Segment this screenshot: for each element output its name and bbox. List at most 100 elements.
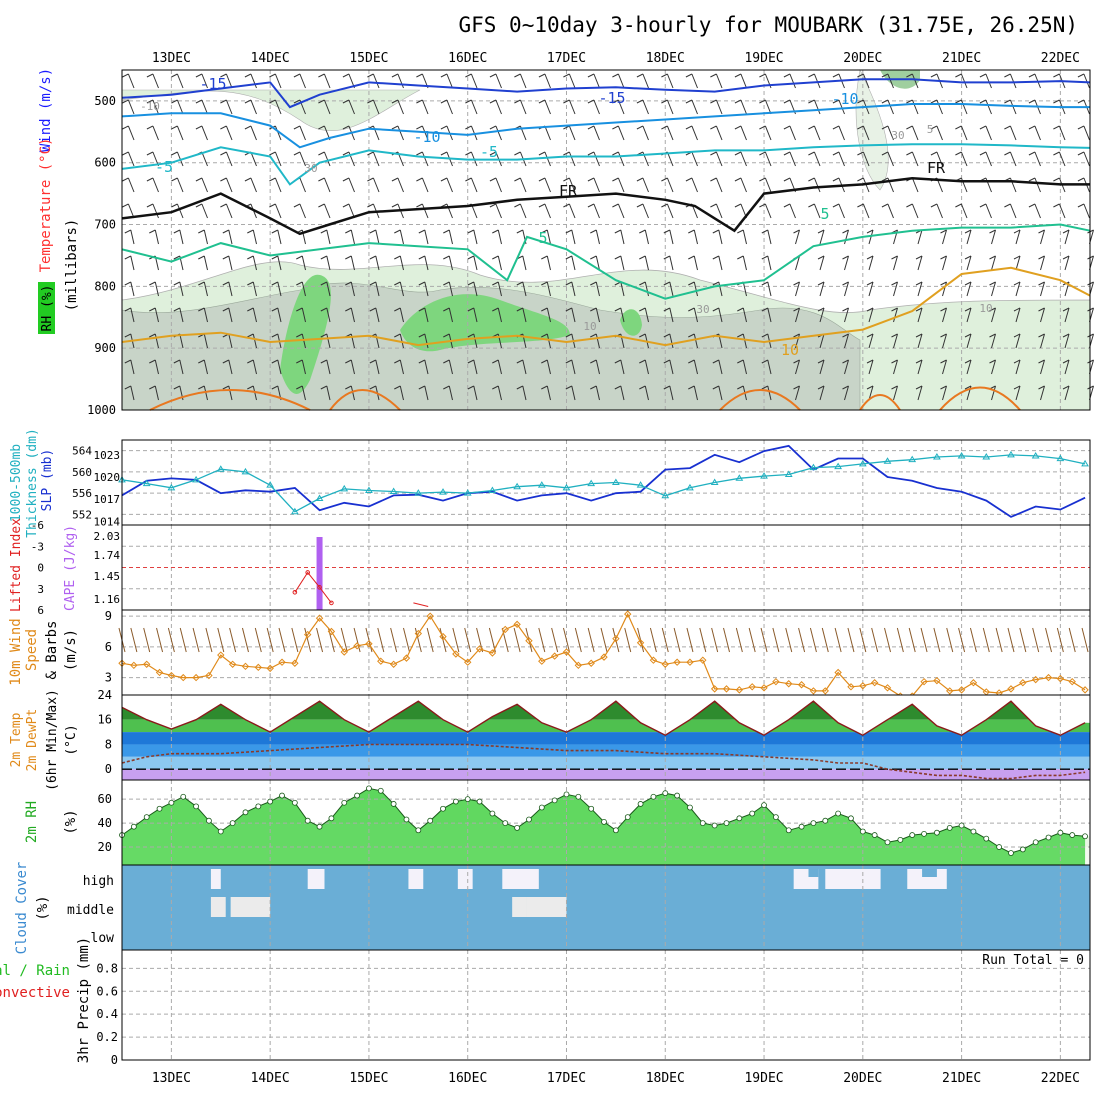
thickness-point bbox=[834, 462, 843, 470]
wind-barb bbox=[663, 281, 671, 286]
wind-barb bbox=[152, 73, 159, 89]
wind-barb bbox=[326, 281, 331, 297]
rh-point bbox=[1032, 839, 1039, 846]
chart-title: GFS 0~10day 3-hourly for MOUBARK (31.75E… bbox=[458, 13, 1078, 37]
thickness-point bbox=[414, 489, 423, 496]
contour-plus15 bbox=[939, 386, 1021, 411]
wind-barb bbox=[617, 203, 625, 219]
wind10-barb bbox=[1019, 627, 1027, 653]
wind10-point bbox=[439, 632, 447, 641]
wind-barb bbox=[467, 281, 475, 286]
wind-barb bbox=[375, 359, 380, 375]
wind-barb bbox=[122, 151, 129, 156]
wind-barb bbox=[844, 281, 849, 297]
wind-barb bbox=[960, 203, 968, 219]
wind-barb bbox=[489, 177, 497, 182]
cloud-high-block bbox=[307, 869, 325, 889]
wind-barb bbox=[571, 255, 576, 271]
wind-barb bbox=[661, 177, 668, 182]
thickness-point bbox=[809, 463, 818, 471]
wind-barb bbox=[320, 385, 328, 390]
wind-barb bbox=[844, 385, 849, 401]
rh2m-label: 2m RH bbox=[24, 801, 40, 843]
wind10-point bbox=[809, 687, 818, 695]
wind-barb bbox=[712, 385, 720, 390]
wind10-point bbox=[513, 620, 521, 629]
wind-barb bbox=[418, 359, 426, 364]
wind-barb bbox=[590, 333, 597, 338]
wind-barb bbox=[448, 255, 453, 271]
wind-barb bbox=[734, 125, 742, 130]
wind-barb bbox=[1015, 333, 1021, 349]
wind-barb bbox=[1015, 385, 1021, 401]
wind10-barb bbox=[723, 627, 730, 653]
wind-barb bbox=[1028, 125, 1036, 130]
wind10-point bbox=[933, 676, 941, 685]
wind-barb bbox=[715, 203, 723, 219]
wind-barb bbox=[742, 359, 747, 375]
wind-barb bbox=[642, 73, 649, 89]
wind10-point bbox=[661, 660, 669, 668]
wind-barb bbox=[522, 385, 527, 401]
wind-barb bbox=[688, 229, 695, 234]
rh-point bbox=[279, 792, 285, 799]
wind-barb bbox=[819, 281, 825, 297]
wind-barb bbox=[710, 151, 717, 156]
wind-barb bbox=[1058, 203, 1066, 219]
wind10-point bbox=[686, 658, 694, 666]
date-label-bottom: 21DEC bbox=[942, 1071, 981, 1086]
contour-plus15 bbox=[149, 389, 311, 411]
wind10-barb bbox=[1056, 627, 1064, 653]
wind-barb bbox=[712, 281, 720, 286]
wind-barb bbox=[1034, 125, 1041, 141]
thickness-tick: 560 bbox=[72, 466, 92, 479]
cloud-gap bbox=[922, 869, 937, 877]
wind10-point bbox=[710, 685, 719, 693]
date-label-bottom: 18DEC bbox=[646, 1071, 685, 1086]
wind-barb bbox=[296, 255, 303, 260]
wind-barb bbox=[639, 333, 646, 338]
wind-barb bbox=[171, 73, 178, 78]
wind-barb bbox=[866, 359, 874, 364]
wind-barb bbox=[516, 229, 524, 234]
wind-barb bbox=[857, 73, 864, 78]
wind-barb bbox=[522, 255, 527, 271]
date-label-top: 22DEC bbox=[1041, 51, 1080, 66]
wind-barb bbox=[1064, 385, 1070, 401]
wind-barb bbox=[940, 385, 947, 390]
wind-barb bbox=[644, 307, 649, 323]
wind-barb bbox=[244, 99, 252, 104]
wind-barb bbox=[740, 177, 747, 193]
wind-barb bbox=[930, 203, 938, 208]
temp-band bbox=[122, 756, 1090, 770]
wind-barb bbox=[538, 151, 546, 156]
thickness-point bbox=[858, 459, 867, 467]
wind10-point bbox=[946, 687, 954, 695]
wind-barb bbox=[734, 177, 742, 182]
wind-barb bbox=[761, 229, 769, 234]
rh-point bbox=[526, 816, 532, 823]
wind10-point bbox=[353, 642, 361, 650]
wind-barb bbox=[203, 255, 208, 271]
slp-line bbox=[121, 444, 1086, 518]
wind-barb bbox=[893, 385, 898, 401]
wind-barb bbox=[127, 151, 135, 167]
wind-barb bbox=[201, 177, 208, 193]
rh-point bbox=[884, 839, 891, 846]
wind-barb bbox=[350, 255, 355, 271]
wind-barb bbox=[930, 151, 938, 156]
wind-barb bbox=[443, 281, 450, 286]
wind-barb bbox=[991, 229, 996, 245]
wind-barb bbox=[516, 307, 524, 312]
wind-barb bbox=[587, 151, 595, 156]
wind-barb bbox=[568, 203, 576, 219]
wind-barb bbox=[228, 255, 233, 271]
cloud-tick: middle bbox=[67, 903, 114, 918]
rh-point bbox=[749, 810, 756, 817]
wind-barb bbox=[642, 125, 649, 141]
pressure-tick: 1000 bbox=[87, 403, 116, 417]
wind10-point bbox=[414, 629, 423, 638]
wind-barb bbox=[250, 125, 257, 141]
pressure-tick: 700 bbox=[94, 218, 116, 232]
wind-barb bbox=[250, 73, 257, 89]
